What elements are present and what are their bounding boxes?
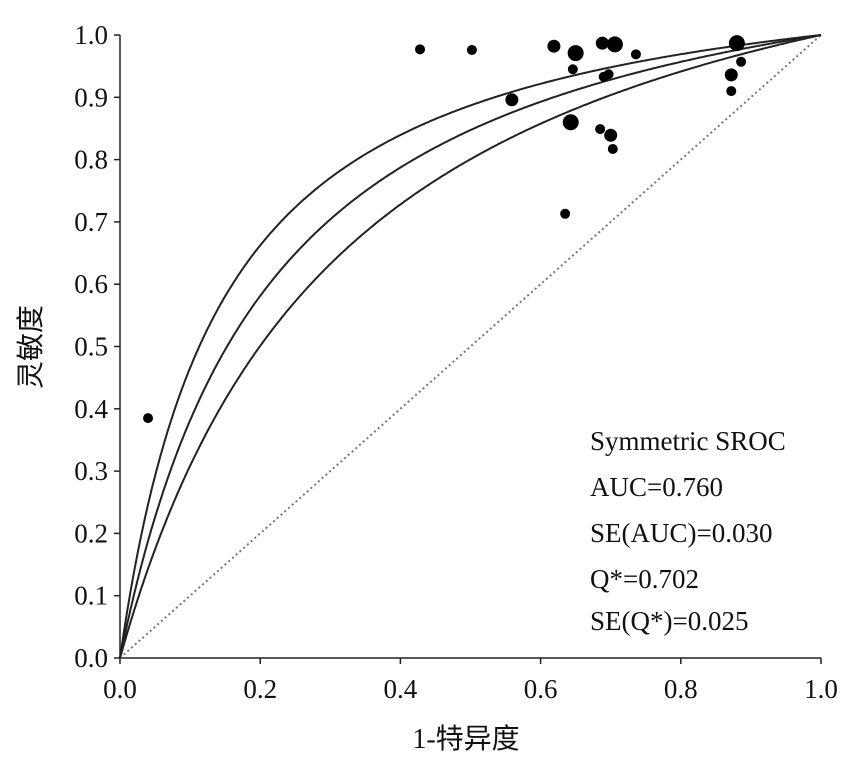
data-point xyxy=(143,413,154,424)
x-tick-label: 0.4 xyxy=(384,674,418,704)
annotation-line: Symmetric SROC xyxy=(590,426,786,456)
y-tick-label: 0.1 xyxy=(74,581,108,611)
data-point xyxy=(560,208,571,219)
data-points xyxy=(143,35,747,424)
annotation-box: Symmetric SROC AUC=0.760 SE(AUC)=0.030 Q… xyxy=(590,426,786,636)
data-point xyxy=(595,124,606,135)
y-tick-label: 0.8 xyxy=(74,145,108,175)
y-tick-label: 0.5 xyxy=(74,332,108,362)
y-tick-label: 0.0 xyxy=(74,643,108,673)
data-point xyxy=(630,49,641,60)
y-tick-label: 0.7 xyxy=(74,207,108,237)
y-tick-label: 0.3 xyxy=(74,456,108,486)
x-tick-label: 0.6 xyxy=(524,674,558,704)
data-point xyxy=(726,86,737,97)
data-point xyxy=(724,68,738,82)
y-axis-label: 灵敏度 xyxy=(15,305,47,389)
data-point xyxy=(466,44,477,55)
annotation-line: SE(Q*)=0.025 xyxy=(590,606,748,636)
data-point xyxy=(595,36,609,50)
sroc-curve-lower xyxy=(119,34,822,659)
annotation-line: Q*=0.702 xyxy=(590,564,699,594)
data-point xyxy=(562,114,579,131)
y-tick-label: 0.9 xyxy=(74,82,108,112)
annotation-line: AUC=0.760 xyxy=(590,472,723,502)
data-point xyxy=(415,44,426,55)
x-tick-label: 0.2 xyxy=(243,674,277,704)
data-point xyxy=(604,128,618,142)
data-point xyxy=(603,69,614,80)
y-tick-label: 0.6 xyxy=(74,269,108,299)
data-point xyxy=(606,36,623,53)
data-point xyxy=(607,144,618,155)
data-point xyxy=(567,64,578,75)
y-tick-label: 1.0 xyxy=(74,20,108,50)
data-point xyxy=(567,45,584,62)
x-tick-label: 0.0 xyxy=(103,674,137,704)
sroc-curve-SROC xyxy=(119,34,822,659)
data-point xyxy=(547,39,561,53)
data-point xyxy=(728,35,745,52)
y-tick-label: 0.4 xyxy=(74,394,108,424)
data-point xyxy=(505,93,519,107)
x-tick-label: 1.0 xyxy=(804,674,838,704)
x-axis-label: 1-特异度 xyxy=(412,723,519,755)
y-tick-label: 0.2 xyxy=(74,518,108,548)
reference-diagonal xyxy=(119,34,822,659)
sroc-curve-upper xyxy=(119,34,822,659)
annotation-line: SE(AUC)=0.030 xyxy=(590,518,772,548)
sroc-curves xyxy=(119,34,822,659)
data-point xyxy=(736,56,747,67)
axes: 0.0 0.2 0.4 0.6 0.8 1.0 0.0 0.1 0.2 0.3 0.4 0.5 0.6 0… xyxy=(74,20,838,704)
x-tick-label: 0.8 xyxy=(664,674,698,704)
